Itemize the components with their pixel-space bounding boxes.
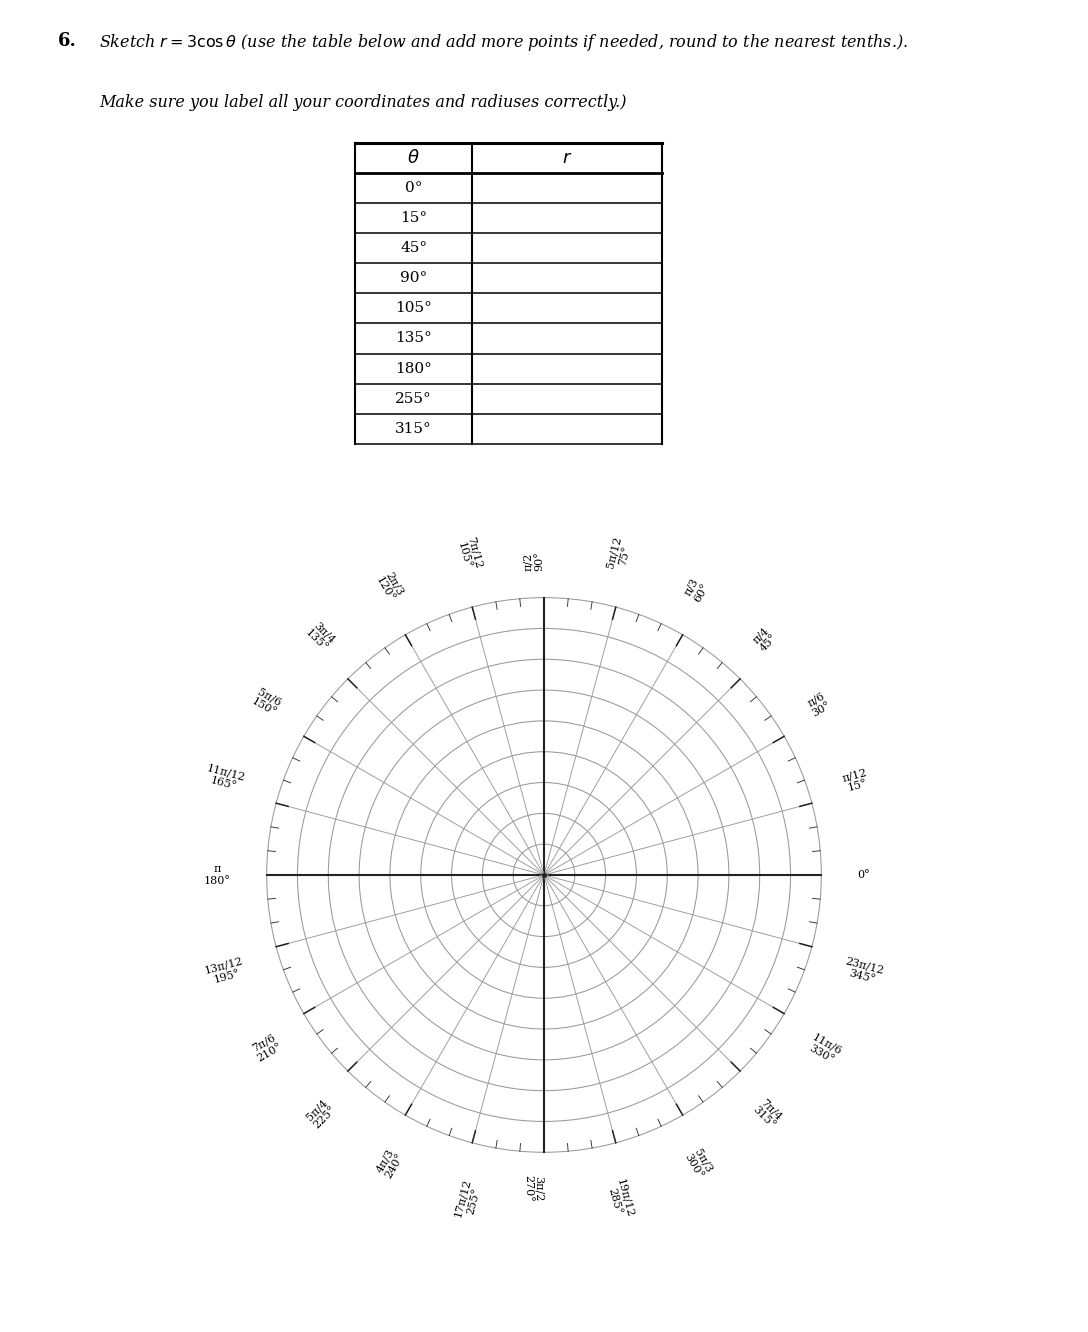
Text: 15°: 15° <box>400 212 428 225</box>
Text: 11π/12
165°: 11π/12 165° <box>203 763 247 794</box>
Text: 23π/12
345°: 23π/12 345° <box>841 956 885 987</box>
Text: 0°: 0° <box>405 181 422 196</box>
Text: 7π/6
210°: 7π/6 210° <box>249 1032 283 1063</box>
Text: Make sure you label all your coordinates and radiuses correctly.): Make sure you label all your coordinates… <box>99 95 627 111</box>
Text: 5π/4
225°: 5π/4 225° <box>304 1096 337 1131</box>
Text: 4π/3
240°: 4π/3 240° <box>374 1147 406 1180</box>
Text: 255°: 255° <box>395 392 432 405</box>
Text: π/6
30°: π/6 30° <box>805 690 832 718</box>
Text: Sketch $r = 3\cos\theta$ (use the table below and add more points if needed, rou: Sketch $r = 3\cos\theta$ (use the table … <box>99 32 908 53</box>
Text: 315°: 315° <box>395 421 432 436</box>
Text: 17π/12
255°: 17π/12 255° <box>453 1177 483 1221</box>
Text: π/3
60°: π/3 60° <box>682 575 710 603</box>
Text: 5π/3
300°: 5π/3 300° <box>682 1147 714 1180</box>
Text: π/12
15°: π/12 15° <box>841 767 871 794</box>
Text: 7π/12
105°: 7π/12 105° <box>455 535 483 573</box>
Text: 5π/12
75°: 5π/12 75° <box>605 535 633 573</box>
Text: 13π/12
195°: 13π/12 195° <box>203 956 247 987</box>
Text: π/4
45°: π/4 45° <box>751 625 780 654</box>
Text: 135°: 135° <box>395 332 432 345</box>
Text: 19π/12
285°: 19π/12 285° <box>605 1177 635 1221</box>
Text: $r$: $r$ <box>561 149 572 168</box>
Text: 7π/4
315°: 7π/4 315° <box>751 1096 784 1131</box>
Text: 90°: 90° <box>400 272 428 285</box>
Text: 6.: 6. <box>59 32 77 51</box>
Text: 11π/6
330°: 11π/6 330° <box>805 1032 843 1066</box>
Text: 105°: 105° <box>395 301 432 316</box>
Text: 5π/6
150°: 5π/6 150° <box>249 686 283 718</box>
Text: π/2
90°: π/2 90° <box>523 551 544 571</box>
Text: 3π/4
135°: 3π/4 135° <box>304 619 337 654</box>
Text: π
180°: π 180° <box>203 864 231 886</box>
Text: 3π/2
270°: 3π/2 270° <box>523 1175 544 1201</box>
Text: 180°: 180° <box>395 361 432 376</box>
Text: 0°: 0° <box>857 870 870 880</box>
Text: $\theta$: $\theta$ <box>407 149 420 168</box>
Text: 45°: 45° <box>400 241 428 256</box>
Text: 2π/3
120°: 2π/3 120° <box>374 570 406 603</box>
